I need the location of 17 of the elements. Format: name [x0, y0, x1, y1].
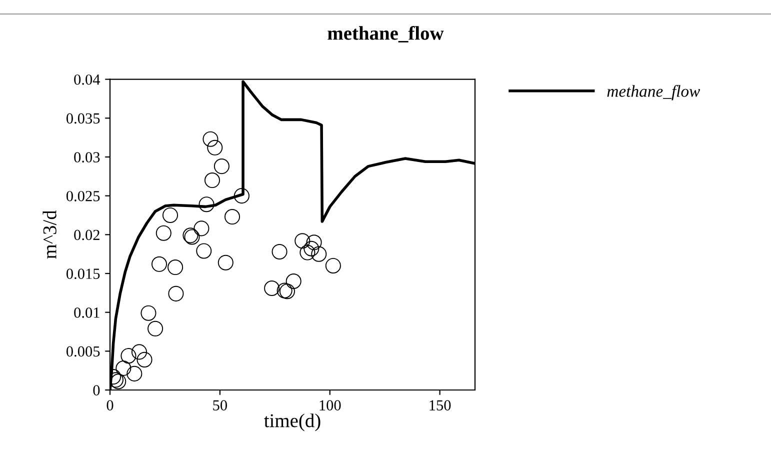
y-tick-label: 0.04: [74, 74, 100, 85]
x-tick-label: 0: [106, 400, 114, 410]
y-tick-label: 0: [93, 385, 100, 396]
x-tick-label: 100: [320, 400, 341, 410]
x-tick-label: 150: [430, 400, 451, 410]
chart-title: methane_flow: [328, 26, 444, 42]
y-tick-label: 0.005: [66, 346, 100, 357]
y-tick-label: 0.01: [74, 307, 100, 318]
x-tick-label: 50: [213, 400, 227, 410]
text: methane_flow: [607, 85, 700, 100]
y-tick-label: 0.03: [74, 152, 100, 162]
x-axis-title: time(d): [264, 414, 320, 432]
y-axis-title: m^3/d: [42, 210, 56, 259]
y-tick-label: 0.02: [74, 230, 100, 240]
y-tick-label: 0.025: [66, 190, 100, 202]
y-tick-label: 0.035: [66, 113, 100, 124]
y-tick-label: 0.015: [66, 268, 100, 280]
